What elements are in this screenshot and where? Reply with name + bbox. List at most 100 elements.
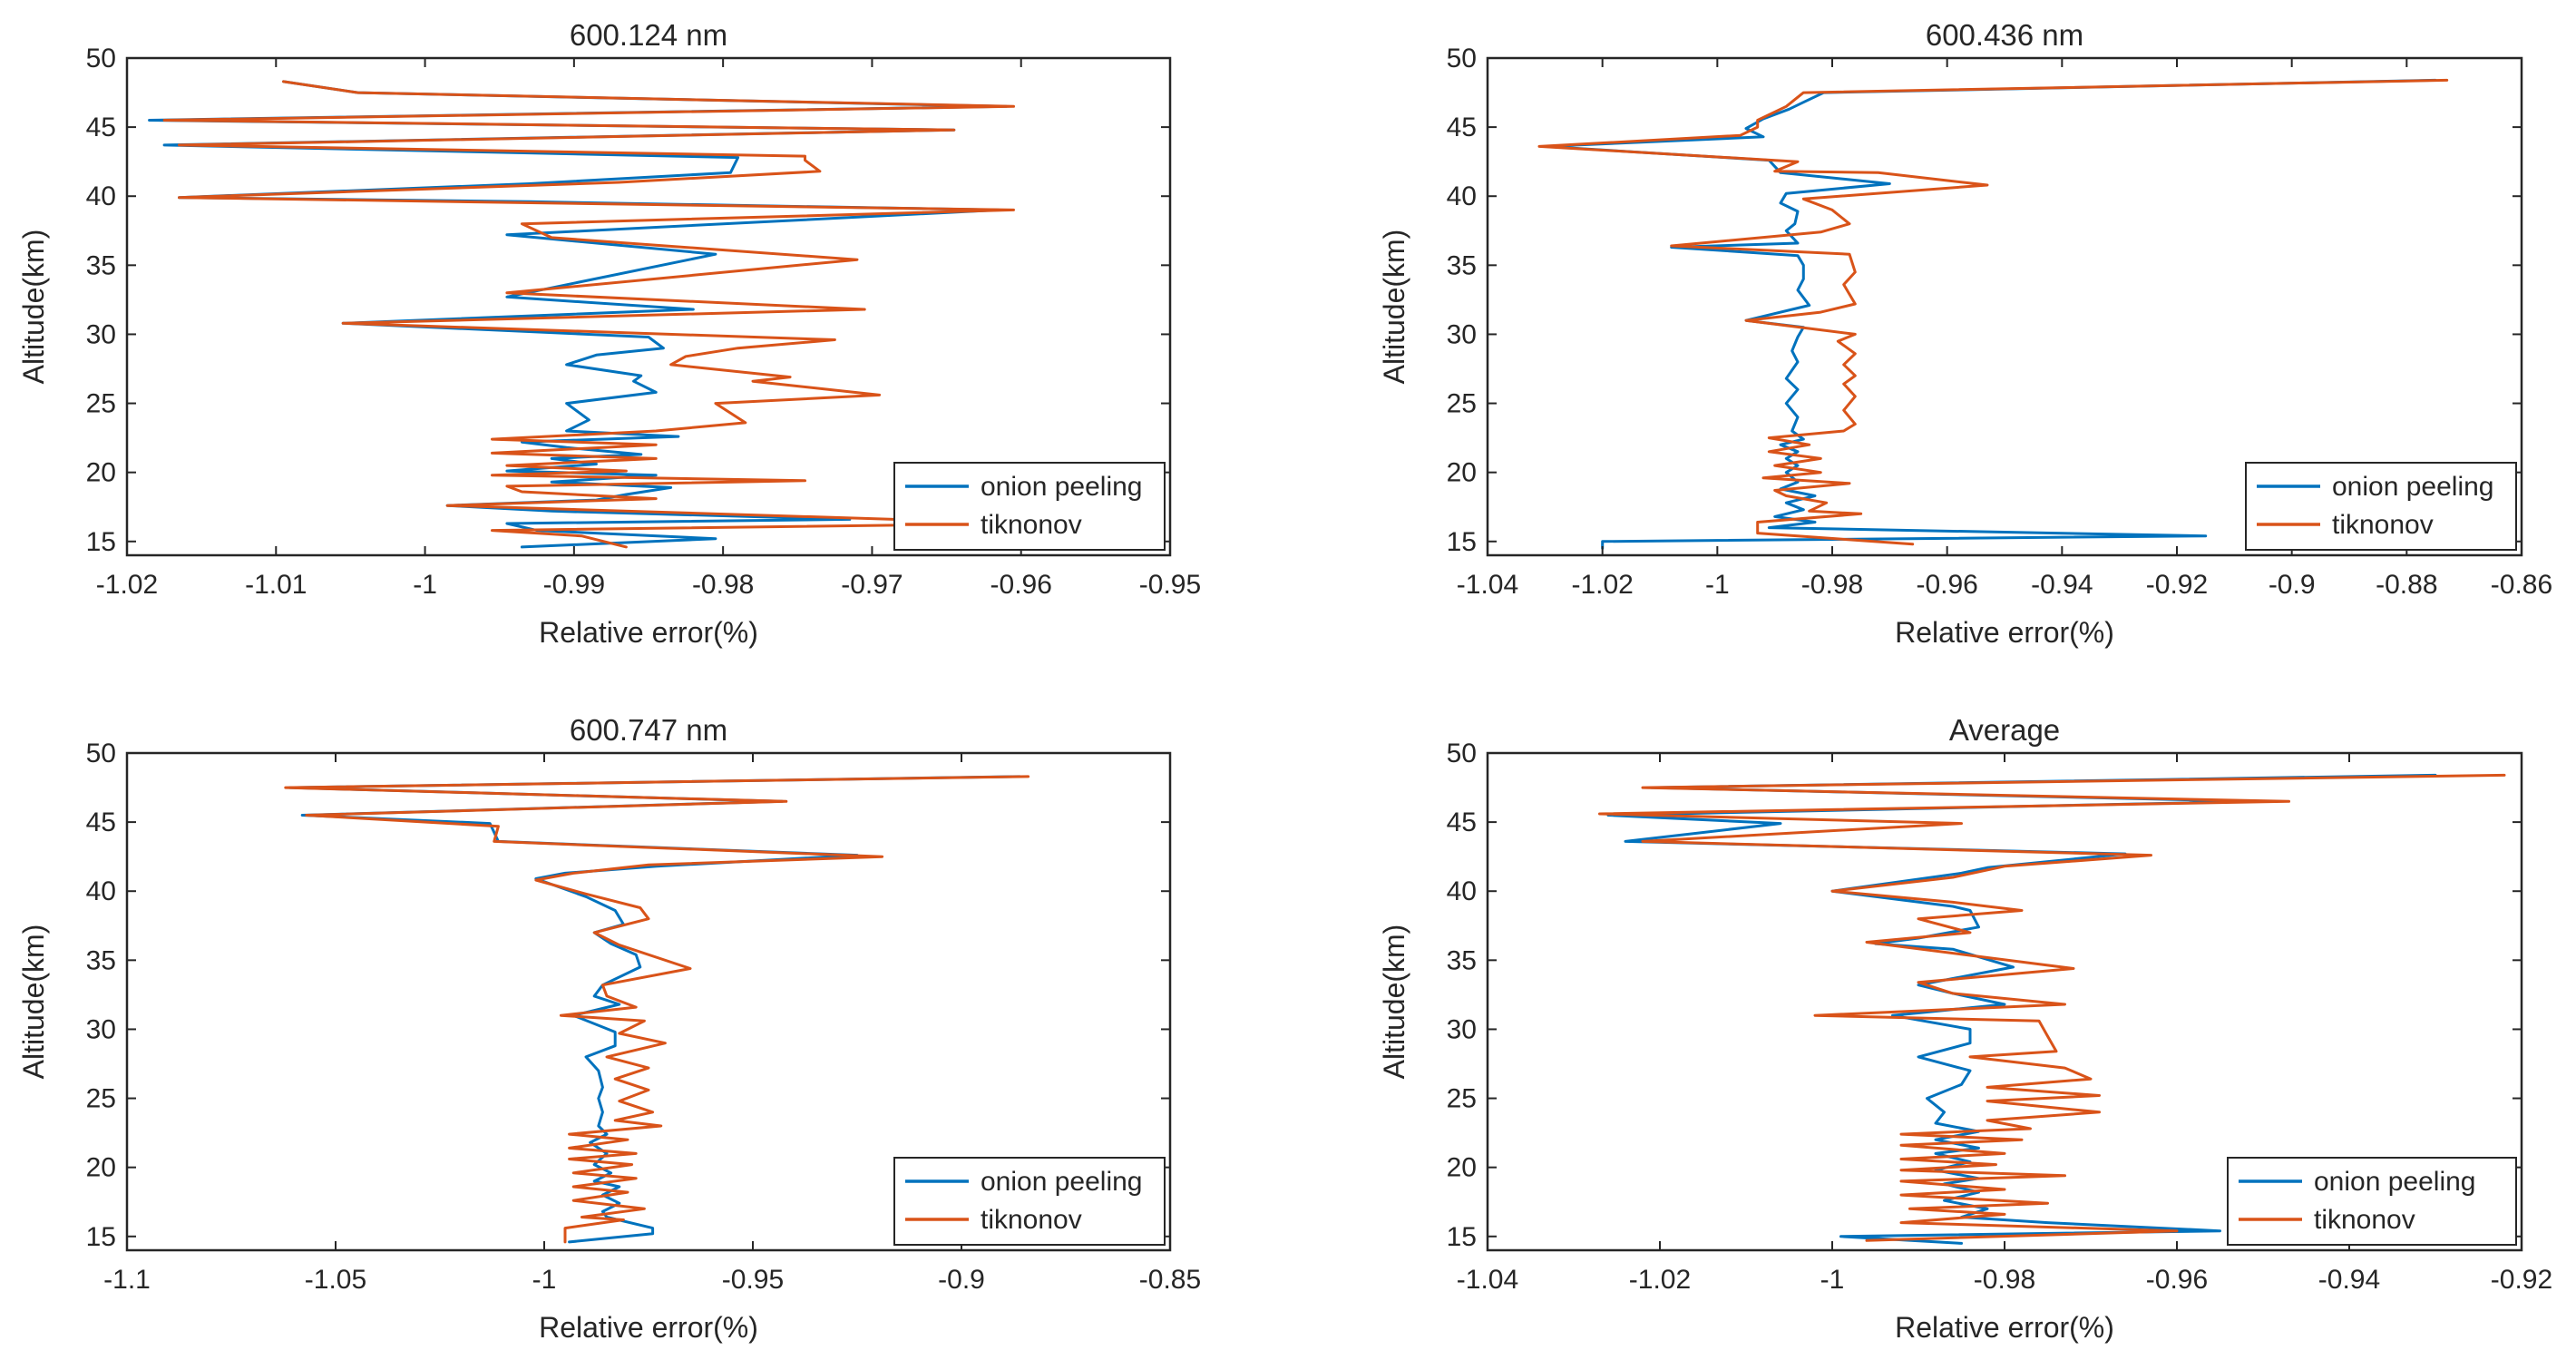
- y-tick-label: 50: [1447, 739, 1477, 768]
- y-tick-label: 40: [1447, 876, 1477, 906]
- legend-label: tiknonov: [2314, 1205, 2415, 1235]
- legend-label: onion peeling: [981, 1167, 1143, 1197]
- series-line-tiknonov: [284, 775, 1030, 1244]
- x-tick-label: -1.02: [1571, 570, 1633, 600]
- legend-label: tiknonov: [981, 1205, 1082, 1235]
- y-tick-label: 20: [1447, 458, 1477, 488]
- series-group: [284, 775, 1030, 1244]
- y-tick-label: 45: [1447, 807, 1477, 837]
- y-tick-label: 45: [1447, 113, 1477, 142]
- x-tick-label: -1: [532, 1265, 557, 1295]
- y-tick-label: 30: [1447, 319, 1477, 349]
- x-tick-label: -0.88: [2376, 570, 2437, 600]
- series-line-onion-peeling: [1606, 773, 2437, 1245]
- x-tick-label: -1: [1705, 570, 1730, 600]
- legend-label: tiknonov: [981, 510, 1082, 540]
- x-tick-label: -0.98: [1801, 570, 1863, 600]
- legend-box: [2227, 1157, 2517, 1246]
- x-tick-label: -0.9: [938, 1265, 985, 1295]
- x-tick-label: -0.96: [990, 570, 1052, 600]
- y-tick-label: 35: [86, 945, 116, 975]
- y-tick-label: 15: [1447, 1222, 1477, 1252]
- y-axis-label: Altitude(km): [1378, 925, 1410, 1080]
- y-tick-label: 50: [86, 44, 116, 73]
- y-tick-label: 15: [86, 527, 116, 557]
- x-tick-label: -1.04: [1457, 570, 1518, 600]
- legend-box: [893, 1157, 1166, 1246]
- chart-title: 600.747 nm: [570, 713, 727, 747]
- y-tick-label: 20: [1447, 1153, 1477, 1183]
- x-axis-label: Relative error(%): [539, 616, 758, 649]
- legend: onion peeling tiknonov: [893, 1157, 1166, 1246]
- x-tick-label: -0.92: [2491, 1265, 2552, 1295]
- x-tick-label: -0.95: [722, 1265, 784, 1295]
- chart-panel-2: -1.04 -1.02 -1 -0.98 -0.96 -0.94 -0.92 -0.9 -0.8…: [1378, 18, 2552, 649]
- x-tick-label: -0.94: [2318, 1265, 2380, 1295]
- y-tick-label: 25: [1447, 1084, 1477, 1114]
- legend-label: tiknonov: [2332, 510, 2434, 540]
- y-tick-label: 25: [1447, 389, 1477, 419]
- x-tick-label: -0.85: [1139, 1265, 1201, 1295]
- legend-label: onion peeling: [981, 472, 1143, 502]
- series-group: [148, 80, 1030, 549]
- legend-box: [893, 462, 1166, 551]
- x-axis-label: Relative error(%): [1895, 616, 2114, 649]
- series-line-tiknonov: [1598, 773, 2506, 1242]
- y-axis-label: Altitude(km): [17, 925, 50, 1080]
- y-tick-label: 30: [86, 319, 116, 349]
- legend-label: onion peeling: [2314, 1167, 2476, 1197]
- y-tick-label: 15: [86, 1222, 116, 1252]
- x-tick-label: -1.02: [1629, 1265, 1691, 1295]
- legend: onion peeling tiknonov: [2245, 462, 2517, 551]
- legend-box: [2245, 462, 2517, 551]
- y-tick-label: 35: [86, 250, 116, 280]
- y-tick-label: 30: [1447, 1014, 1477, 1044]
- y-tick-label: 35: [1447, 250, 1477, 280]
- chart-panel-3: -1.1 -1.05 -1 -0.95 -0.9 -0.85 15 20 25 30 35 40 45 5…: [17, 713, 1201, 1344]
- chart-panel-4: -1.04 -1.02 -1 -0.98 -0.96 -0.94 -0.92 15 20 25 30…: [1378, 713, 2552, 1344]
- x-tick-label: -0.9: [2269, 570, 2316, 600]
- x-tick-label: -1.01: [245, 570, 307, 600]
- series-group: [1598, 773, 2506, 1245]
- chart-title: 600.124 nm: [570, 18, 727, 52]
- chart-title: Average: [1949, 713, 2060, 747]
- x-axis-label: Relative error(%): [539, 1311, 758, 1344]
- y-axis-label: Altitude(km): [17, 230, 50, 385]
- legend-label: onion peeling: [2332, 472, 2494, 502]
- y-tick-label: 35: [1447, 945, 1477, 975]
- x-tick-label: -1.02: [96, 570, 158, 600]
- y-tick-label: 40: [86, 181, 116, 211]
- x-tick-label: -0.97: [841, 570, 903, 600]
- x-tick-label: -0.92: [2146, 570, 2208, 600]
- y-tick-label: 25: [86, 389, 116, 419]
- y-tick-label: 40: [86, 876, 116, 906]
- y-tick-label: 40: [1447, 181, 1477, 211]
- series-line-tiknonov: [1537, 78, 2449, 546]
- x-tick-label: -1: [1820, 1265, 1845, 1295]
- chart-panel-1: -1.02 -1.01 -1 -0.99 -0.98 -0.97 -0.96 -0.95 15 2…: [17, 18, 1201, 649]
- x-tick-label: -1.1: [103, 1265, 151, 1295]
- x-tick-label: -0.96: [1916, 570, 1977, 600]
- x-tick-label: -1: [413, 570, 437, 600]
- y-tick-label: 45: [86, 807, 116, 837]
- y-tick-label: 50: [1447, 44, 1477, 73]
- x-tick-label: -1.05: [305, 1265, 366, 1295]
- y-tick-label: 30: [86, 1014, 116, 1044]
- y-tick-label: 20: [86, 458, 116, 488]
- x-tick-label: -0.98: [692, 570, 754, 600]
- series-line-onion-peeling: [288, 775, 1021, 1244]
- series-line-onion-peeling: [1543, 78, 2437, 550]
- y-tick-label: 15: [1447, 527, 1477, 557]
- x-tick-label: -0.96: [2146, 1265, 2208, 1295]
- chart-title: 600.436 nm: [1926, 18, 2083, 52]
- series-group: [1537, 78, 2449, 550]
- y-tick-label: 45: [86, 113, 116, 142]
- x-tick-label: -0.99: [543, 570, 605, 600]
- series-line-tiknonov: [162, 80, 1030, 549]
- y-tick-label: 20: [86, 1153, 116, 1183]
- y-tick-label: 50: [86, 739, 116, 768]
- x-axis-label: Relative error(%): [1895, 1311, 2114, 1344]
- x-tick-label: -1.04: [1457, 1265, 1518, 1295]
- y-axis-label: Altitude(km): [1378, 230, 1410, 385]
